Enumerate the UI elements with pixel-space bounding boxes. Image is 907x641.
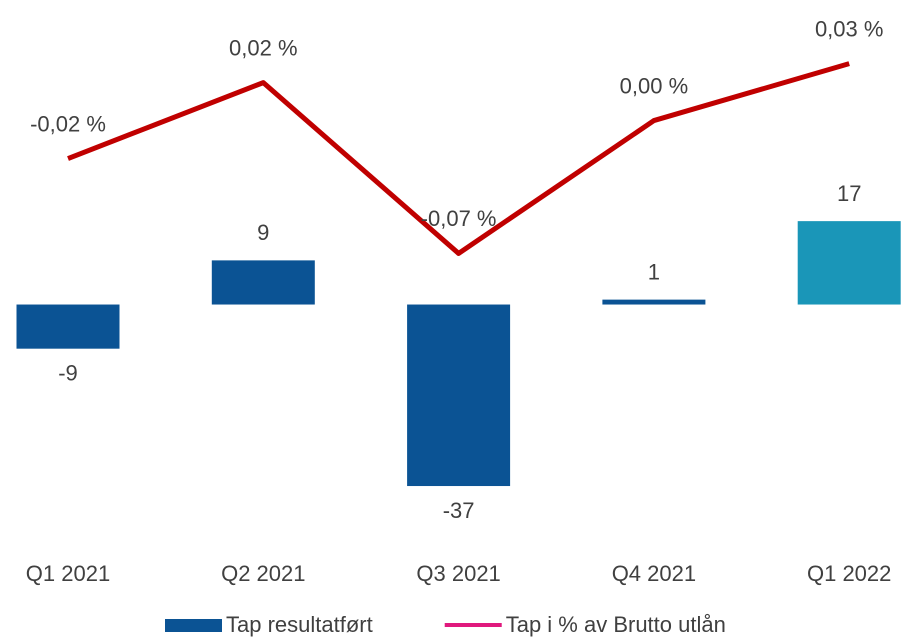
bar-value-label: 9	[257, 220, 269, 245]
legend-label: Tap resultatført	[226, 612, 373, 637]
line-value-label: 0,03 %	[815, 16, 884, 41]
x-tick-label: Q1 2021	[26, 561, 110, 586]
bar	[602, 299, 706, 305]
line-value-label: -0,02 %	[30, 111, 106, 136]
bar	[797, 221, 901, 305]
line-value-label: -0,07 %	[421, 206, 497, 231]
x-tick-label: Q2 2021	[221, 561, 305, 586]
line	[67, 61, 850, 256]
bar	[407, 304, 511, 487]
legend-swatch	[165, 619, 222, 632]
bar	[16, 304, 120, 349]
legend-label: Tap i % av Brutto utlån	[506, 612, 726, 637]
x-tick-label: Q4 2021	[612, 561, 696, 586]
x-tick-label: Q1 2022	[807, 561, 891, 586]
bar-value-label: 1	[648, 259, 660, 284]
x-tick-label: Q3 2021	[416, 561, 500, 586]
bar	[211, 260, 315, 305]
line-value-label: 0,00 %	[620, 73, 689, 98]
bar-value-label: -37	[443, 498, 475, 523]
line-value-label: 0,02 %	[229, 35, 298, 60]
bar-value-label: 17	[837, 181, 861, 206]
bar-value-label: -9	[58, 360, 78, 385]
